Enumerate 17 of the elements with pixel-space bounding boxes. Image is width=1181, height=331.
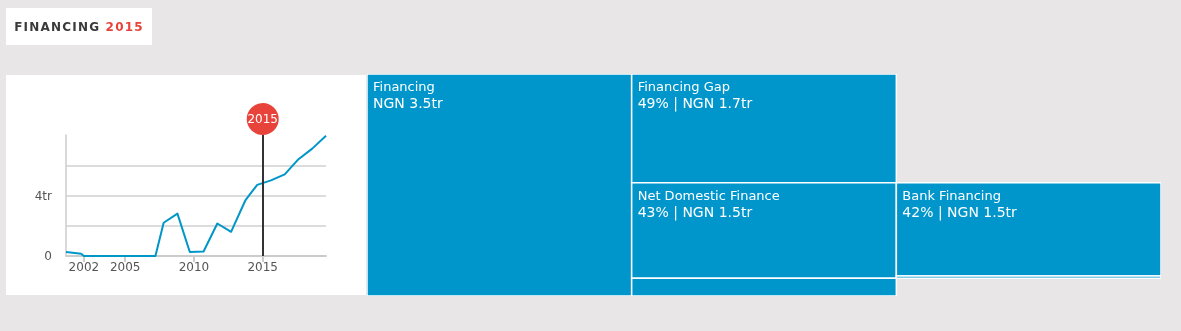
- x-tick-label: 2002: [68, 260, 100, 274]
- category-label: Financing: [373, 79, 435, 94]
- y-tick-label: 4tr: [34, 188, 53, 203]
- category-label: Net Domestic Finance: [637, 187, 780, 203]
- line-series: [65, 134, 327, 257]
- data-label: 49% | NGN 1.7tr: [637, 95, 753, 112]
- chart-title: FINANCING 2015: [14, 19, 144, 34]
- ref-line-label: 2015: [247, 112, 278, 126]
- data-label: NGN 3.5tr: [373, 95, 443, 111]
- category-label: Financing Gap: [637, 79, 730, 94]
- data-label: 43% | NGN 1.5tr: [637, 203, 753, 221]
- x-tick-label: 2010: [178, 260, 210, 274]
- y-tick-label: 0: [44, 249, 52, 263]
- x-tick-label: 2015: [247, 260, 278, 274]
- x-tick-label: 2005: [109, 260, 141, 274]
- category-label: Bank Financing: [902, 187, 1001, 203]
- data-label: 42% | NGN 1.5tr: [902, 203, 1018, 221]
